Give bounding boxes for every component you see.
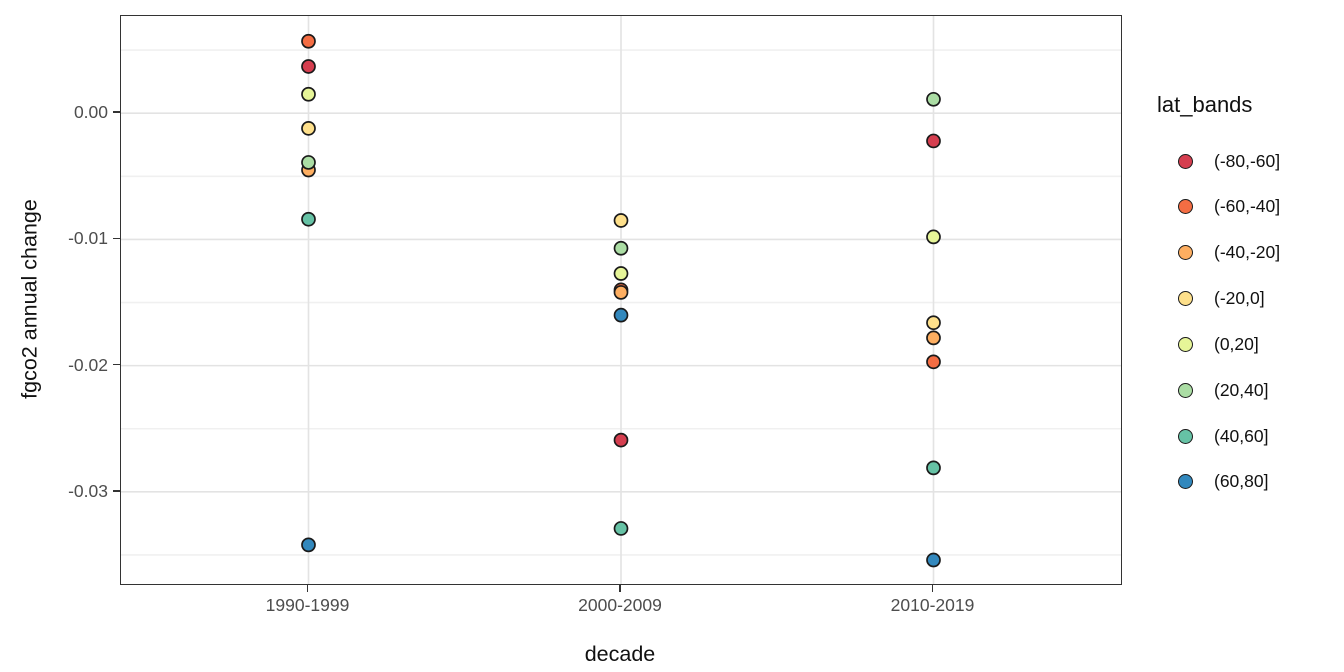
legend-item: (20,40] xyxy=(1157,375,1268,405)
legend-item-label: (-60,-40] xyxy=(1214,196,1281,217)
data-point xyxy=(301,33,316,49)
legend-item: (40,60] xyxy=(1157,421,1268,451)
legend-item: (-60,-40] xyxy=(1157,192,1280,222)
legend-key-icon xyxy=(1178,428,1193,444)
data-point xyxy=(613,240,629,256)
x-axis-title: decade xyxy=(584,642,656,666)
data-point xyxy=(613,521,629,536)
data-point xyxy=(613,307,629,323)
y-tick-mark xyxy=(113,237,120,240)
data-point xyxy=(926,229,941,245)
data-point xyxy=(926,91,941,107)
legend-title: lat_bands xyxy=(1157,92,1253,117)
data-point xyxy=(613,285,629,300)
legend-key-icon xyxy=(1178,336,1193,352)
plot-panel xyxy=(120,15,1122,585)
x-tick-label: 2000-2009 xyxy=(578,595,662,615)
data-point xyxy=(926,315,941,331)
y-tick-label: -0.01 xyxy=(68,228,108,249)
legend-item-label: (60,80] xyxy=(1214,471,1269,492)
legend-key-icon xyxy=(1178,199,1193,215)
y-tick-mark xyxy=(113,363,120,366)
data-point xyxy=(926,460,941,476)
legend-key-icon xyxy=(1178,291,1193,307)
data-point xyxy=(301,120,316,136)
data-point xyxy=(301,86,316,102)
x-tick-mark xyxy=(619,584,621,592)
y-tick-label: 0.00 xyxy=(73,102,108,123)
y-tick-label: -0.02 xyxy=(68,354,108,375)
legend-item-label: (0,20] xyxy=(1214,333,1259,354)
y-tick-mark xyxy=(113,111,120,113)
data-point xyxy=(926,133,941,149)
legend-item: (-40,-20] xyxy=(1157,238,1280,268)
plot-area-svg xyxy=(121,16,1121,584)
legend-item-label: (20,40] xyxy=(1214,379,1269,400)
legend-item-label: (-20,0] xyxy=(1214,288,1265,309)
data-point xyxy=(301,59,316,74)
data-point xyxy=(613,213,629,228)
legend-item: (-80,-60] xyxy=(1157,146,1280,176)
legend-item: (60,80] xyxy=(1157,467,1268,497)
legend-key-icon xyxy=(1178,382,1193,398)
legend-item-label: (-40,-20] xyxy=(1214,242,1281,263)
data-point xyxy=(301,211,316,227)
y-tick-label: -0.03 xyxy=(68,480,108,501)
data-point xyxy=(926,552,941,568)
legend-item: (-20,0] xyxy=(1157,284,1265,314)
legend-item-label: (40,60] xyxy=(1214,425,1269,446)
data-point xyxy=(301,537,316,553)
data-point xyxy=(926,354,941,370)
legend: lat_bands (-80,-60] (-60,-40] (-40,-20] (-2… xyxy=(1157,0,1343,672)
x-tick-mark xyxy=(306,584,309,592)
legend-item: (0,20] xyxy=(1157,329,1259,359)
data-point xyxy=(613,432,629,448)
data-point xyxy=(301,155,316,170)
legend-key-icon xyxy=(1178,153,1193,169)
legend-key-icon xyxy=(1178,245,1193,261)
data-point xyxy=(613,266,629,281)
x-tick-mark xyxy=(931,584,934,592)
data-point xyxy=(926,330,941,346)
y-axis-title: fgco2 annual change xyxy=(17,199,42,399)
y-tick-mark xyxy=(113,490,120,492)
legend-item-label: (-80,-60] xyxy=(1214,150,1281,171)
legend-key-icon xyxy=(1178,474,1193,490)
x-tick-label: 1990-1999 xyxy=(265,595,350,615)
x-tick-label: 2010-2019 xyxy=(890,595,975,615)
